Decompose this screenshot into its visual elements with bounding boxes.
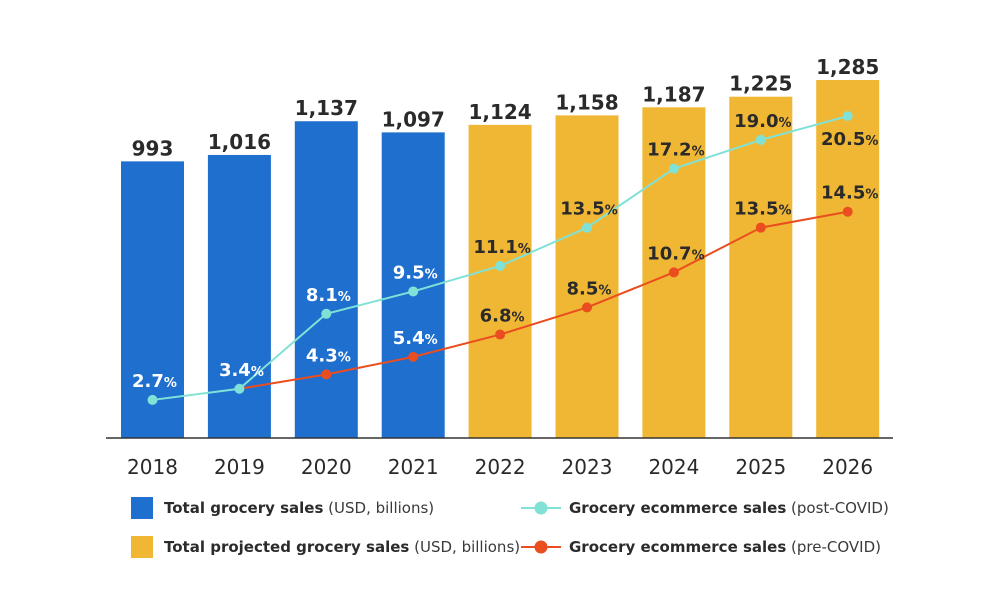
point-post-covid-2025 [755, 134, 766, 145]
x-tick-labels: 2018 2019 2020 2021 2022 2023 2024 2025 2026 [127, 455, 873, 479]
label-post-covid-2020: 8.1% [306, 285, 351, 306]
legend-pre-bold: Grocery ecommerce sales [569, 538, 787, 556]
bar-value-label-2026: 1,285 [816, 55, 879, 79]
legend-projected-thin: (USD, billions) [409, 538, 521, 556]
x-tick-2023: 2023 [562, 455, 613, 479]
x-tick-2018: 2018 [127, 455, 178, 479]
bar-projected-2025 [729, 96, 793, 439]
point-post-covid-2020 [321, 308, 332, 319]
x-tick-2024: 2024 [648, 455, 699, 479]
point-post-covid-2023 [582, 222, 592, 233]
line-value-labels: 2.7% 3.4% 8.1% 9.5% 11.1% 13.5% 17.2% 19.0% 20.5… [132, 111, 878, 392]
legend-pre-thin: (pre-COVID) [786, 538, 881, 556]
point-post-covid-2021 [408, 286, 419, 297]
bar-projected-2022 [468, 124, 532, 438]
line-pre-covid [239, 210, 848, 390]
bar-actual-2020 [294, 121, 358, 439]
label-pre-covid-2020: 4.3% [306, 345, 351, 366]
legend-key-post-covid [521, 501, 561, 515]
point-post-covid-2022 [495, 260, 506, 271]
bar-value-labels: 993 1,016 1,137 1,097 1,124 1,158 1,187 1,225 1,… [132, 55, 880, 160]
label-pre-covid-2026: 14.5% [821, 183, 878, 204]
legend-swatch-projected [131, 536, 153, 558]
point-pre-covid-2024 [668, 267, 679, 278]
bar-projected-2023 [555, 115, 619, 438]
label-post-covid-2026: 20.5% [821, 129, 878, 150]
point-post-covid-2018 [147, 394, 158, 405]
point-pre-covid-2022 [495, 329, 506, 340]
legend-item-post-covid: Grocery ecommerce sales (post-COVID) [569, 499, 889, 517]
bar-value-label-2018: 993 [132, 136, 174, 160]
x-tick-2019: 2019 [214, 455, 265, 479]
bar-projected-2026 [816, 80, 880, 438]
point-pre-covid-2021 [408, 351, 419, 362]
bar-actual-2018 [121, 161, 184, 439]
legend-item-total: Total grocery sales (USD, billions) [164, 499, 434, 517]
legend-item-projected: Total projected grocery sales (USD, bill… [164, 538, 520, 556]
label-pre-covid-2023: 8.5% [567, 278, 612, 299]
point-pre-covid-2020 [321, 369, 332, 380]
x-tick-2022: 2022 [475, 455, 526, 479]
label-post-covid-2019: 3.4% [219, 360, 264, 381]
label-pre-covid-2021: 5.4% [393, 328, 438, 349]
label-post-covid-2025: 19.0% [734, 111, 791, 132]
label-post-covid-2022: 11.1% [473, 237, 530, 258]
legend-total-bold: Total grocery sales [164, 499, 324, 517]
bar-value-label-2022: 1,124 [468, 100, 531, 124]
point-pre-covid-2023 [582, 302, 592, 313]
legend-post-thin: (post-COVID) [786, 499, 889, 517]
point-post-covid-2026 [842, 111, 853, 121]
legend-projected-bold: Total projected grocery sales [164, 538, 410, 556]
legend-post-bold: Grocery ecommerce sales [569, 499, 787, 517]
legend-item-pre-covid: Grocery ecommerce sales (pre-COVID) [569, 538, 881, 556]
legend-key-pre-covid [521, 540, 561, 554]
point-post-covid-2019 [234, 383, 245, 394]
legend-swatch-total [131, 497, 153, 519]
point-post-covid-2024 [668, 163, 679, 174]
bar-value-label-2023: 1,158 [555, 90, 618, 114]
bar-value-label-2019: 1,016 [208, 130, 271, 154]
point-pre-covid-2025 [755, 222, 766, 233]
bar-actual-2019 [207, 154, 271, 439]
x-tick-2021: 2021 [388, 455, 439, 479]
point-pre-covid-2026 [842, 206, 853, 217]
x-tick-2026: 2026 [822, 455, 873, 479]
bar-value-label-2020: 1,137 [295, 96, 358, 120]
lines-layer [147, 111, 853, 405]
label-post-covid-2018: 2.7% [132, 371, 177, 392]
bars-layer [121, 80, 880, 439]
label-post-covid-2024: 17.2% [647, 140, 704, 161]
bar-value-label-2024: 1,187 [642, 82, 705, 106]
label-pre-covid-2024: 10.7% [647, 243, 704, 264]
bar-value-label-2021: 1,097 [382, 107, 445, 131]
x-tick-2025: 2025 [735, 455, 786, 479]
label-pre-covid-2025: 13.5% [734, 199, 791, 220]
bar-value-label-2025: 1,225 [729, 72, 792, 96]
label-pre-covid-2022: 6.8% [480, 306, 525, 327]
label-post-covid-2023: 13.5% [560, 199, 617, 220]
legend-total-thin: (USD, billions) [323, 499, 435, 517]
label-post-covid-2021: 9.5% [393, 262, 438, 283]
x-tick-2020: 2020 [301, 455, 352, 479]
